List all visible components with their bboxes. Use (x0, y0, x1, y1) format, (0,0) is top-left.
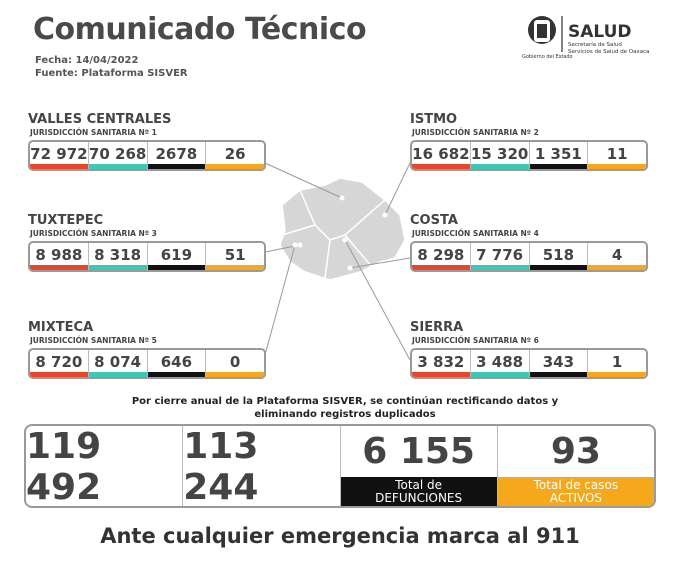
total-cell: 6 155 Total de DEFUNCIONES (340, 426, 498, 506)
region-value: 70 268 (88, 142, 148, 169)
region-value: 343 (529, 350, 589, 377)
color-bar (147, 265, 206, 270)
color-bar (588, 372, 646, 377)
color-bar (206, 164, 264, 169)
region-value: 72 972 (30, 142, 89, 169)
logo-line: Servicios de Salud de Oaxaca (568, 49, 650, 55)
region-box: 8 720 8 074 646 0 (28, 348, 266, 379)
color-bar (88, 164, 147, 169)
color-bar (147, 372, 206, 377)
region-box: 8 988 8 318 619 51 (28, 241, 266, 272)
date: Fecha: 14/04/2022 (35, 55, 139, 66)
total-value: 113 244 (183, 426, 259, 508)
region-value: 8 720 (30, 350, 89, 377)
region-jurisdiction: JURISDICCIÓN SANITARIA Nº 4 (412, 229, 539, 238)
region-value: 8 298 (412, 243, 471, 270)
region-jurisdiction: JURISDICCIÓN SANITARIA Nº 3 (30, 229, 157, 238)
color-bar (412, 164, 470, 169)
total-cell: 113 244Total de casosRECUPERADOS (183, 426, 341, 508)
logo-government: Gobierno del Estado (522, 54, 573, 60)
region-value: 8 988 (30, 243, 89, 270)
region-value: 8 074 (88, 350, 148, 377)
total-label: Total de casos ACTIVOS (497, 477, 654, 506)
region-name: MIXTECA (28, 320, 94, 335)
total-cell: 93 Total de casos ACTIVOS (497, 426, 654, 506)
total-label-line: Total de casos (533, 478, 619, 492)
footer: Ante cualquier emergencia marca al 911 (100, 524, 580, 548)
total-value: 6 155 (362, 431, 475, 472)
logo-line: Secretaría de Salud (568, 42, 622, 48)
region-box: 72 972 70 268 2678 26 (28, 140, 266, 171)
region-value: 518 (529, 243, 589, 270)
region-value: 1 (588, 350, 646, 377)
region-box: 8 298 7 776 518 4 (410, 241, 648, 272)
color-bar (529, 164, 588, 169)
logo-name: SALUD (568, 22, 632, 42)
color-bar (147, 164, 206, 169)
region-box: 3 832 3 488 343 1 (410, 348, 648, 379)
region-value: 51 (206, 243, 264, 270)
region-name: COSTA (410, 213, 458, 228)
color-bar (88, 265, 147, 270)
region-value: 1 351 (529, 142, 589, 169)
note: Por cierre anual de la Plataforma SISVER… (0, 395, 680, 421)
region-name: SIERRA (410, 320, 464, 335)
region-value: 8 318 (88, 243, 148, 270)
region-jurisdiction: JURISDICCIÓN SANITARIA Nº 2 (412, 128, 539, 137)
color-bar (412, 265, 470, 270)
region-value: 3 832 (412, 350, 471, 377)
total-value: 119 492 (26, 426, 102, 508)
color-bar (30, 372, 88, 377)
color-bar (30, 265, 88, 270)
color-bar (470, 265, 529, 270)
note-line: Por cierre anual de la Plataforma SISVER… (131, 396, 559, 407)
total-value: 93 (550, 431, 601, 472)
color-bar (588, 164, 646, 169)
color-bar (529, 372, 588, 377)
region-box: 16 682 15 320 1 351 11 (410, 140, 648, 171)
color-bar (470, 372, 529, 377)
logo-emblem (528, 16, 563, 52)
total-cell: 119 492Total de casosCONFIRMADOS (26, 426, 184, 508)
color-bar (30, 164, 88, 169)
totals: 119 492Total de casosCONFIRMADOS113 244T… (24, 424, 656, 508)
color-bar (206, 265, 264, 270)
region-value: 15 320 (470, 142, 530, 169)
region-name: TUXTEPEC (28, 213, 104, 228)
region-value: 646 (147, 350, 207, 377)
region-value: 11 (588, 142, 646, 169)
color-bar (88, 372, 147, 377)
region-value: 7 776 (470, 243, 530, 270)
title: Comunicado Técnico (33, 12, 367, 47)
region-value: 4 (588, 243, 646, 270)
color-bar (588, 265, 646, 270)
map (264, 162, 411, 361)
region-value: 16 682 (412, 142, 471, 169)
region-value: 0 (206, 350, 264, 377)
color-bar (206, 372, 264, 377)
region-jurisdiction: JURISDICCIÓN SANITARIA Nº 6 (412, 336, 539, 345)
total-label-line: ACTIVOS (549, 491, 603, 505)
note-line: eliminando registros duplicados (254, 409, 436, 420)
region-value: 2678 (147, 142, 207, 169)
source: Fuente: Plataforma SISVER (35, 68, 188, 79)
region-jurisdiction: JURISDICCIÓN SANITARIA Nº 5 (30, 336, 157, 345)
region-name: VALLES CENTRALES (28, 112, 172, 127)
region-value: 3 488 (470, 350, 530, 377)
total-label-line: Total de (395, 478, 443, 492)
color-bar (529, 265, 588, 270)
region-value: 619 (147, 243, 207, 270)
region-jurisdiction: JURISDICCIÓN SANITARIA Nº 1 (30, 128, 157, 137)
color-bar (412, 372, 470, 377)
color-bar (470, 164, 529, 169)
total-label-line: DEFUNCIONES (375, 491, 463, 505)
total-label: Total de DEFUNCIONES (340, 477, 497, 506)
region-name: ISTMO (410, 112, 458, 127)
region-value: 26 (206, 142, 264, 169)
